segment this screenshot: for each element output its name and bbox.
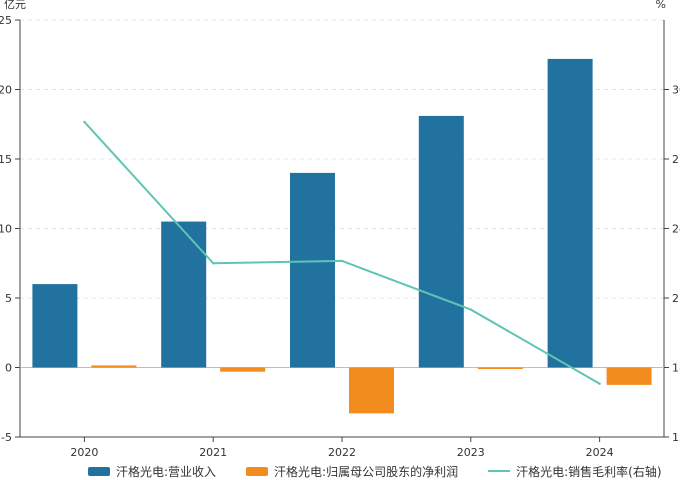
legend-swatch-revenue <box>88 466 110 476</box>
x-tick-label: 2021 <box>199 446 227 459</box>
line-series <box>83 120 601 385</box>
legend-item-net-profit[interactable]: 汗格光电:归属母公司股东的净利润 <box>246 463 458 480</box>
left-tick-label: 5 <box>5 292 12 305</box>
left-tick-label: 25 <box>0 14 12 27</box>
left-tick-label: 20 <box>0 84 12 97</box>
revenue-bar <box>161 221 207 368</box>
legend-item-gross-margin[interactable]: 汗格光电:销售毛利率(右轴) <box>488 463 662 480</box>
right-tick-label: 21 <box>672 292 680 305</box>
left-tick-label: -5 <box>1 431 12 444</box>
legend: 汗格光电:营业收入 汗格光电:归属母公司股东的净利润 汗格光电:销售毛利率(右轴… <box>88 463 662 479</box>
revenue-bar <box>32 284 78 368</box>
revenue-bar <box>547 58 593 368</box>
legend-label-revenue: 汗格光电:营业收入 <box>116 464 217 479</box>
x-tick-label: 2020 <box>70 446 98 459</box>
right-tick-label: 27 <box>672 153 680 166</box>
right-tick-label: 30 <box>672 84 680 97</box>
right-y-ticks: 30 27 24 21 18 15 <box>672 84 680 445</box>
gross-margin-point <box>598 382 601 385</box>
left-tick-label: 10 <box>0 223 12 236</box>
net-profit-bar <box>477 367 523 369</box>
net-profit-bar <box>220 367 266 372</box>
legend-swatch-net-profit <box>246 466 269 476</box>
left-axis-unit: 亿元 <box>4 0 26 11</box>
bar-series <box>32 58 652 414</box>
net-profit-bar <box>349 367 394 414</box>
legend-label-net-profit: 汗格光电:归属母公司股东的净利润 <box>274 464 459 479</box>
legend-label-gross-margin: 汗格光电:销售毛利率(右轴) <box>516 464 662 479</box>
gross-margin-point <box>340 259 344 263</box>
right-tick-label: 24 <box>672 223 680 236</box>
gross-margin-point <box>469 308 472 311</box>
x-tick-label: 2022 <box>328 446 356 459</box>
left-tick-label: 0 <box>5 362 12 375</box>
legend-swatch-gross-margin <box>488 470 511 472</box>
net-profit-bar <box>91 365 137 368</box>
right-tick-label: 15 <box>672 431 680 444</box>
gross-margin-point <box>83 120 86 124</box>
gross-margin-point <box>212 262 215 265</box>
net-profit-bar <box>606 367 652 385</box>
x-tick-label: 2023 <box>457 446 485 459</box>
left-y-ticks: 25 20 15 10 5 0 -5 <box>0 14 12 444</box>
revenue-bar <box>418 115 464 368</box>
revenue-bar <box>290 172 335 368</box>
right-tick-label: 18 <box>672 362 680 375</box>
right-axis-unit: % <box>656 0 666 11</box>
x-ticks: 2020 2021 2022 2023 2024 <box>70 446 613 459</box>
left-tick-label: 15 <box>0 153 12 166</box>
legend-item-revenue[interactable]: 汗格光电:营业收入 <box>88 463 216 480</box>
x-tick-label: 2024 <box>586 446 614 459</box>
